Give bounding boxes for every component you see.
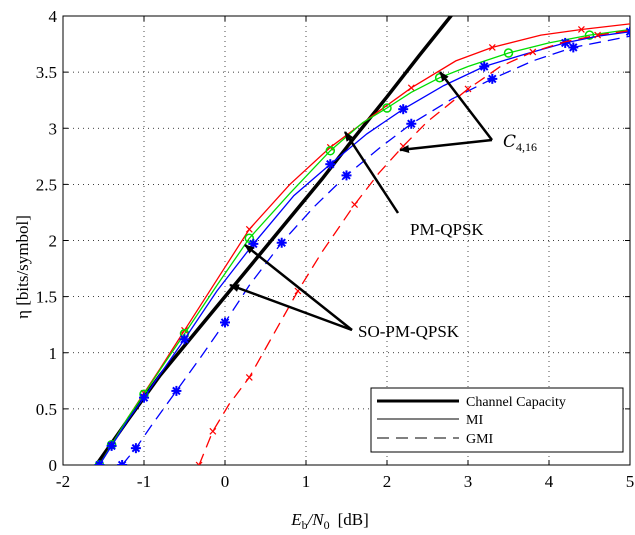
x-tick-label: -2 [56,472,70,491]
y-tick-label: 1 [49,344,58,363]
marker-gmi-sopmqpsk [487,73,498,84]
x-tick-label: 2 [383,472,392,491]
marker-gmi-sopmqpsk [117,460,128,465]
annotation-c416-main: C [503,132,516,152]
y-tick-label: 2 [49,232,58,251]
arrow-c416-upper [439,71,493,141]
marker-mi-sopmqpsk [94,460,105,465]
marker-gmi-c416 [351,201,359,209]
legend-label-gmi: GMI [466,432,494,447]
y-tick-label: 3.5 [36,63,57,82]
marker-gmi-c416 [245,374,253,381]
legend-label-mi: MI [466,413,483,428]
marker-mi-sopmqpsk [106,440,117,451]
annotation-arrows [229,71,493,332]
marker-mi-sopmqpsk [398,104,409,115]
x-axis-label: Eb/N0 [dB] [290,510,369,532]
marker-mi-c416 [245,225,253,233]
tick-layer: -2 -1 0 1 2 3 4 5 0 0.5 1 1.5 2 2.5 3 3.5 4 [36,7,635,491]
x-tick-label: 0 [221,472,230,491]
marker-gmi-sopmqpsk [220,317,230,328]
x-axis-label-n: /N [307,510,326,529]
legend-label-capacity: Channel Capacity [466,395,566,410]
marker-gmi-sopmqpsk [341,170,352,181]
x-tick-label: 3 [464,472,473,491]
annotation-pm-qpsk: PM-QPSK [410,220,484,239]
marker-mi-pmqpsk [325,145,336,156]
series-line-gmi-sopmqpsk [121,35,630,465]
marker-mi-sopmqpsk [139,392,149,403]
y-tick-label: 1.5 [36,288,57,307]
marker-mi-sopmqpsk [325,159,336,170]
y-tick-label: 3 [49,119,58,138]
annotation-c416: C4,16 [503,132,537,154]
legend: Channel Capacity MI GMI [370,387,624,453]
series-mi-sopmqpsk [94,26,630,465]
marker-mi-c416 [407,84,415,92]
x-axis-label-sub-0: 0 [324,518,330,532]
marker-mi-c416 [488,44,496,51]
marker-gmi-c416 [594,31,602,39]
marker-mi-pmqpsk [244,233,255,244]
x-tick-label: -1 [137,472,151,491]
marker-gmi-sopmqpsk [568,42,579,53]
marker-gmi-c416 [195,461,203,465]
y-tick-label: 2.5 [36,175,57,194]
marker-mi-pmqpsk [382,103,392,113]
annotations: C4,16 PM-QPSK SO-PM-QPSK [229,71,537,341]
series-layer [94,16,630,465]
marker-mi-pmqpsk [503,48,514,58]
arrow-so-lower [229,283,353,332]
y-tick-label: 0 [49,456,58,475]
series-gmi-sopmqpsk [117,35,630,465]
x-tick-label: 5 [626,472,635,491]
marker-gmi-c416 [529,48,537,56]
annotation-so-pm-qpsk: SO-PM-QPSK [358,322,460,341]
series-line-gmi-c416 [198,29,630,465]
annotation-c416-sub: 4,16 [516,140,537,154]
x-tick-label: 1 [302,472,311,491]
x-axis-label-e: E [290,510,302,529]
marker-gmi-sopmqpsk [130,443,141,454]
arrow-c416-lower [399,138,493,154]
marker-gmi-c416 [209,427,217,435]
x-axis-label-unit: [dB] [338,510,369,529]
marker-gmi-sopmqpsk [276,237,287,248]
y-tick-label: 0.5 [36,400,57,419]
y-tick-label: 4 [49,7,58,26]
y-axis-label: η [bits/symbol] [13,215,32,319]
marker-mi-pmqpsk [584,30,595,40]
x-tick-label: 4 [545,472,554,491]
x-axis-label-sub-b: b [302,518,308,532]
marker-mi-sopmqpsk [560,37,571,48]
marker-gmi-sopmqpsk [406,118,417,129]
marker-gmi-sopmqpsk [171,385,182,396]
arrow-so-upper [244,244,353,331]
arrow-pm-qpsk [343,131,400,214]
legend-box [370,387,624,453]
marker-gmi-c416 [464,85,472,93]
marker-mi-sopmqpsk [479,61,490,72]
marker-mi-sopmqpsk [179,334,190,345]
marker-mi-c416 [577,26,585,33]
